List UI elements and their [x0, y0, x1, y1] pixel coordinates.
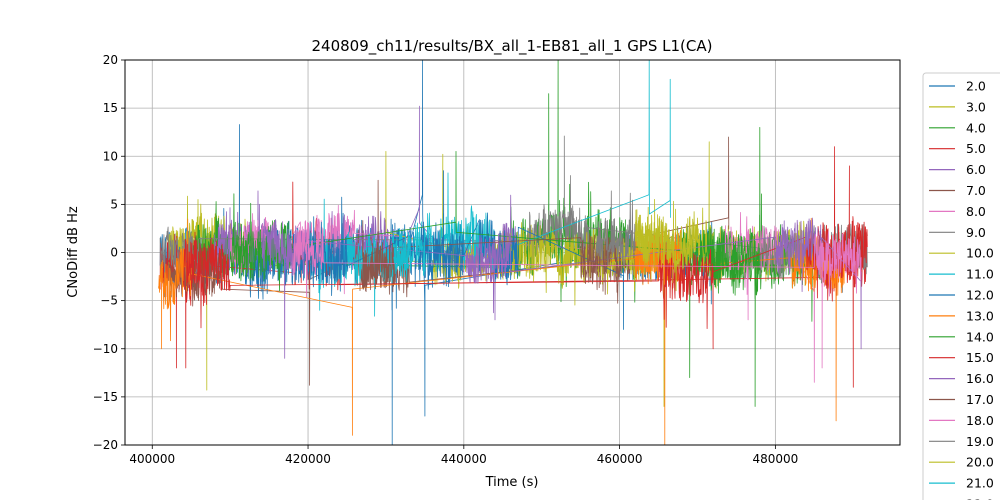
- x-tick-label: 440000: [441, 452, 487, 466]
- y-axis: −20 −15 −10 −5 0 5 10 15 20: [93, 53, 125, 452]
- legend-entry: 8.0: [966, 204, 986, 219]
- x-axis-label: Time (s): [485, 475, 539, 490]
- legend-entry: 10.0: [966, 246, 994, 261]
- y-tick-label: −20: [93, 438, 118, 452]
- legend-entry: 21.0: [966, 476, 994, 491]
- legend-entry: 17.0: [966, 392, 994, 407]
- x-tick-label: 480000: [752, 452, 798, 466]
- x-axis: 400000 420000 440000 460000 480000: [129, 445, 798, 466]
- legend-entry: 5.0: [966, 141, 986, 156]
- legend-entry: 20.0: [966, 455, 994, 470]
- chart-title: 240809_ch11/results/BX_all_1-EB81_all_1 …: [311, 37, 712, 56]
- legend-entry: 19.0: [966, 434, 994, 449]
- legend-items: 2.0 3.0 4.0 5.0 6.0 7.0 8.0 9.0 10.0 11.0 12.0 13.0…: [929, 79, 994, 500]
- y-tick-label: 0: [110, 246, 118, 260]
- y-tick-label: −10: [93, 342, 118, 356]
- x-tick-label: 460000: [597, 452, 643, 466]
- legend-entry: 7.0: [966, 183, 986, 198]
- legend-entry: 16.0: [966, 371, 994, 386]
- legend-entry: 22.0: [966, 497, 994, 500]
- series-line-8-0: [229, 204, 815, 383]
- y-tick-label: −15: [93, 390, 118, 404]
- legend-entry: 15.0: [966, 350, 994, 365]
- series-line-20-0: [634, 214, 698, 292]
- y-axis-label: CNoDiff dB Hz: [66, 206, 81, 298]
- legend-entry: 3.0: [966, 99, 986, 114]
- legend-entry: 6.0: [966, 162, 986, 177]
- series-line-18-0: [292, 224, 862, 369]
- x-tick-label: 400000: [129, 452, 175, 466]
- legend-entry: 13.0: [966, 308, 994, 323]
- x-tick-label: 420000: [285, 452, 331, 466]
- legend-entry: 18.0: [966, 413, 994, 428]
- y-tick-label: 15: [103, 101, 118, 115]
- legend: 2.0 3.0 4.0 5.0 6.0 7.0 8.0 9.0 10.0 11.0 12.0 13.0…: [922, 72, 1000, 500]
- series-layer: [158, 60, 868, 445]
- legend-entry: 4.0: [966, 120, 986, 135]
- y-tick-label: −5: [100, 294, 118, 308]
- y-tick-label: 5: [110, 197, 118, 211]
- legend-box: [922, 72, 1000, 500]
- legend-entry: 14.0: [966, 329, 994, 344]
- series-line-21-0: [393, 224, 426, 277]
- series-line-16-0: [261, 217, 862, 359]
- legend-entry: 12.0: [966, 288, 994, 303]
- legend-entry: 2.0: [966, 79, 986, 94]
- y-tick-label: 20: [103, 53, 118, 67]
- series-line-19-0: [595, 190, 636, 267]
- y-tick-label: 10: [103, 149, 118, 163]
- legend-entry: 11.0: [966, 267, 994, 282]
- legend-entry: 9.0: [966, 225, 986, 240]
